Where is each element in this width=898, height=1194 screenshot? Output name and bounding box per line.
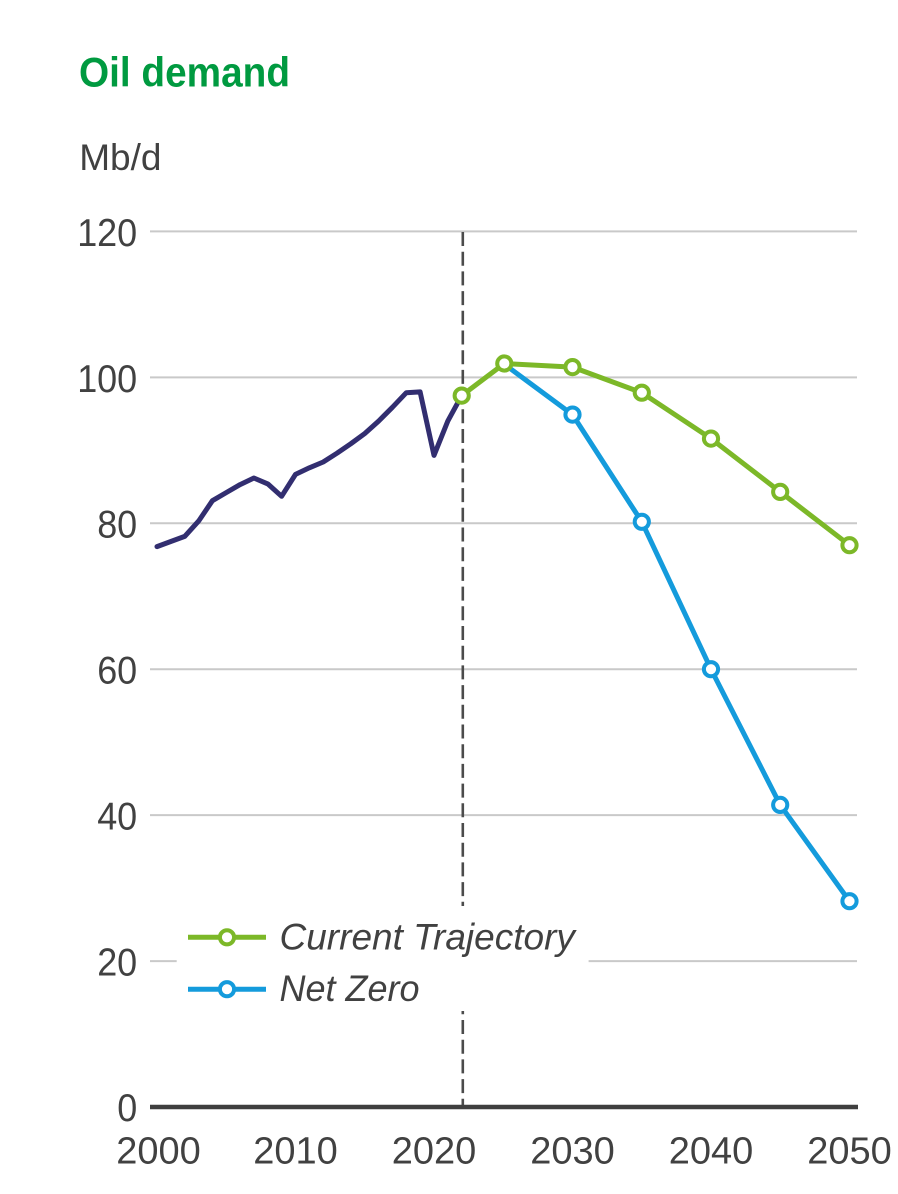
svg-text:80: 80 [97, 504, 137, 547]
svg-text:Current Trajectory: Current Trajectory [280, 916, 578, 957]
svg-text:2030: 2030 [530, 1130, 615, 1172]
svg-text:120: 120 [77, 212, 137, 255]
svg-text:Oil demand: Oil demand [79, 49, 290, 96]
svg-text:2010: 2010 [253, 1130, 338, 1172]
svg-text:40: 40 [97, 796, 137, 839]
svg-text:2040: 2040 [669, 1130, 754, 1172]
svg-text:20: 20 [97, 942, 137, 985]
svg-text:60: 60 [97, 650, 137, 693]
svg-text:Mb/d: Mb/d [79, 137, 161, 178]
svg-text:0: 0 [117, 1087, 137, 1130]
svg-text:2050: 2050 [807, 1130, 892, 1172]
svg-text:2020: 2020 [392, 1130, 477, 1172]
svg-text:2000: 2000 [116, 1130, 201, 1172]
svg-text:Net Zero: Net Zero [280, 968, 420, 1009]
svg-text:100: 100 [77, 358, 137, 401]
